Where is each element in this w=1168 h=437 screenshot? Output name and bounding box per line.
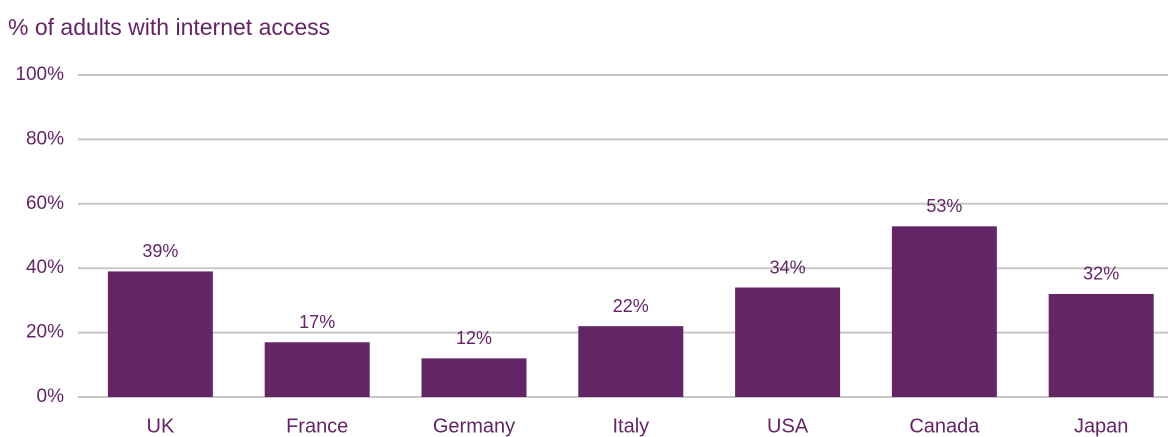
x-tick-label: USA bbox=[767, 415, 809, 437]
y-tick-label: 20% bbox=[26, 322, 64, 343]
data-label: 39% bbox=[142, 241, 178, 261]
y-tick-label: 80% bbox=[26, 128, 64, 149]
data-label: 22% bbox=[613, 296, 649, 316]
x-tick-label: Italy bbox=[612, 415, 649, 437]
y-tick-label: 60% bbox=[26, 193, 64, 214]
bar bbox=[421, 358, 527, 397]
x-tick-label: Japan bbox=[1074, 415, 1129, 437]
x-tick-label: UK bbox=[147, 415, 175, 437]
data-label: 34% bbox=[770, 257, 806, 277]
y-tick-label: 0% bbox=[37, 386, 65, 407]
y-tick-label: 100% bbox=[15, 64, 64, 85]
data-label: 53% bbox=[926, 196, 962, 216]
bar bbox=[1048, 293, 1154, 397]
data-label: 32% bbox=[1083, 264, 1119, 284]
x-tick-label: France bbox=[286, 415, 348, 437]
bar bbox=[891, 226, 997, 397]
chart-title: % of adults with internet access bbox=[8, 14, 330, 40]
data-label: 12% bbox=[456, 328, 492, 348]
data-label: 17% bbox=[299, 312, 335, 332]
y-tick-label: 40% bbox=[26, 257, 64, 278]
bar bbox=[264, 342, 370, 397]
bar bbox=[107, 271, 213, 397]
x-tick-label: Canada bbox=[909, 415, 980, 437]
x-tick-label: Germany bbox=[433, 415, 515, 437]
bar bbox=[578, 326, 684, 397]
bar bbox=[735, 287, 841, 397]
